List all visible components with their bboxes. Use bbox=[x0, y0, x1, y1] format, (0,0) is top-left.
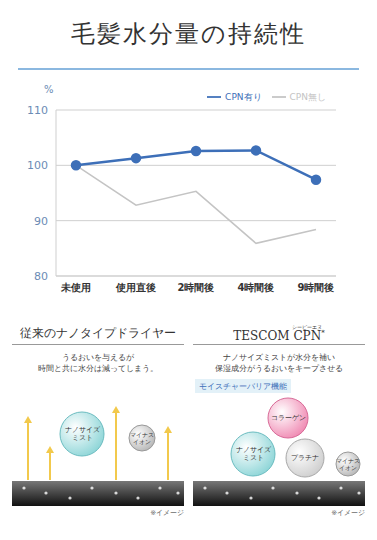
svg-text:110: 110 bbox=[27, 104, 48, 117]
svg-text:イオン: イオン bbox=[339, 465, 357, 471]
svg-text:ナノサイズ: ナノサイズ bbox=[236, 446, 272, 454]
html-text:CPN無し: CPN無し bbox=[289, 91, 326, 102]
html-text:保湿成分がうるおいをキープさせる: 保湿成分がうるおいをキープさせる bbox=[215, 364, 343, 373]
svg-text:ミスト: ミスト bbox=[243, 454, 264, 462]
svg-text:コラーゲン: コラーゲン bbox=[271, 414, 306, 422]
svg-text:イオン: イオン bbox=[133, 439, 151, 445]
svg-text:モイスチャーバリア機能: モイスチャーバリア機能 bbox=[199, 382, 287, 391]
html-text:シーピーエヌ: シーピーエヌ bbox=[292, 324, 323, 330]
svg-text:4時間後: 4時間後 bbox=[238, 282, 275, 293]
html-text:TESCOM CPN: TESCOM CPN bbox=[233, 329, 323, 343]
svg-text:80: 80 bbox=[34, 270, 48, 283]
svg-text:100: 100 bbox=[27, 159, 48, 172]
html-text:従来のナノタイプドライヤー: 従来のナノタイプドライヤー bbox=[20, 326, 176, 340]
html-text:※イメージ: ※イメージ bbox=[331, 509, 365, 517]
html-text:CPN有り: CPN有り bbox=[225, 91, 262, 102]
svg-text:9時間後: 9時間後 bbox=[298, 282, 335, 293]
svg-text:未使用: 未使用 bbox=[60, 282, 91, 293]
html-text:※イメージ: ※イメージ bbox=[150, 509, 184, 517]
svg-text:ミスト: ミスト bbox=[72, 434, 93, 442]
svg-text:ナノサイズ: ナノサイズ bbox=[65, 426, 101, 434]
svg-text:2時間後: 2時間後 bbox=[178, 282, 215, 293]
html-text:時間と共に水分は減ってしまう。: 時間と共に水分は減ってしまう。 bbox=[38, 364, 158, 373]
svg-text:マイナス: マイナス bbox=[336, 458, 360, 464]
html-text:うるおいを与えるが: うるおいを与えるが bbox=[62, 353, 134, 362]
svg-text:90: 90 bbox=[34, 215, 48, 228]
svg-text:使用直後: 使用直後 bbox=[115, 282, 156, 293]
html-text:毛髪水分量の持続性: 毛髪水分量の持続性 bbox=[71, 20, 306, 48]
svg-text:マイナス: マイナス bbox=[130, 432, 154, 438]
svg-text:プラチナ: プラチナ bbox=[291, 454, 319, 462]
html-text:ナノサイズミストが水分を補い: ナノサイズミストが水分を補い bbox=[223, 353, 335, 362]
